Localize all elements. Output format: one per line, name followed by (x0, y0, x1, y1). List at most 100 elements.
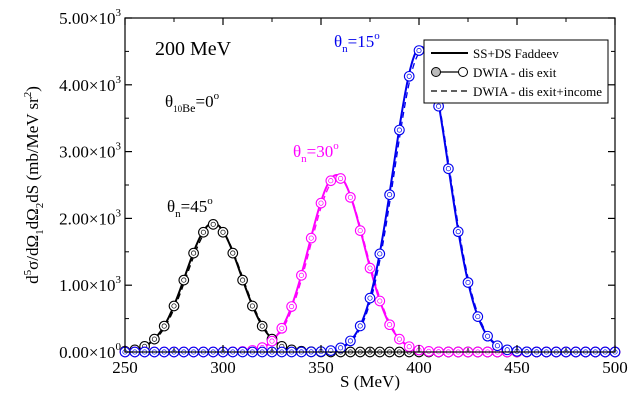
marker-dwia-inner-15 (445, 166, 451, 172)
curve-dwia-income-45 (124, 224, 615, 353)
legend-label-dis-exit: DWIA - dis exit (473, 65, 557, 80)
marker-dwia-inner-15 (357, 323, 363, 329)
marker-dwia-inner-30 (338, 175, 344, 182)
marker-dwia-15 (501, 344, 513, 356)
theta-45-label: θn=45o (167, 195, 213, 220)
marker-dwia-inner-30 (269, 338, 275, 344)
marker-dwia-30 (374, 295, 386, 307)
marker-dwia-30 (335, 173, 346, 184)
marker-dwia-45 (198, 226, 209, 238)
x-axis-label: S (MeV) (340, 372, 400, 391)
y-tick-label-2000: 2.00×103 (59, 207, 121, 228)
marker-dwia-45 (149, 333, 160, 345)
marker-dwia-inner-45 (230, 250, 236, 256)
x-axis-ticks: 250 300 350 400 450 500 (112, 18, 628, 377)
marker-dwia-15 (462, 277, 474, 288)
marker-dwia-inner-45 (210, 221, 216, 227)
marker-dwia-inner-15 (367, 295, 373, 301)
marker-dwia-inner-15 (396, 127, 402, 133)
marker-dwia-inner-30 (289, 303, 295, 310)
marker-dwia-inner-45 (240, 277, 246, 283)
marker-dwia-inner-30 (308, 235, 314, 241)
marker-dwia-inner-45 (181, 277, 187, 283)
marker-dwia-15 (354, 320, 366, 332)
marker-dwia-30 (364, 262, 376, 274)
legend-label-dis-exit-income: DWIA - dis exit+income (473, 84, 602, 99)
legend-label-faddeev: SS+DS Faddeev (473, 46, 559, 61)
x-tick-label-250: 250 (112, 358, 138, 377)
marker-dwia-45 (256, 320, 268, 332)
marker-dwia-15 (403, 70, 415, 82)
marker-dwia-45 (158, 320, 170, 332)
marker-dwia-inner-45 (220, 229, 226, 235)
marker-dwia-inner-45 (161, 323, 167, 329)
marker-dwia-30 (345, 191, 356, 203)
marker-dwia-30 (394, 333, 405, 345)
legend: SS+DS Faddeev DWIA - dis exit DWIA - dis… (423, 39, 609, 104)
marker-dwia-inner-30 (328, 178, 334, 184)
marker-dwia-inner-45 (151, 336, 157, 342)
marker-dwia-inner-15 (475, 314, 481, 320)
marker-dwia-inner-15 (406, 73, 412, 79)
x-tick-label-300: 300 (210, 358, 236, 377)
y-tick-label-5000: 5.00×103 (59, 7, 121, 28)
marker-dwia-15 (364, 292, 376, 304)
y-tick-label-1000: 1.00×103 (59, 274, 121, 295)
marker-dwia-inner-45 (171, 303, 177, 309)
theta-be-annotation: θ10Be=0o (165, 90, 220, 115)
marker-dwia-45 (247, 300, 258, 312)
marker-dwia-inner-45 (249, 303, 255, 309)
marker-dwia-15 (443, 163, 454, 175)
marker-dwia-30 (423, 346, 435, 357)
marker-dwia-30 (354, 225, 366, 236)
marker-dwia-inner-30 (387, 322, 393, 328)
theta-30-label: θn=30o (293, 140, 339, 165)
marker-dwia-45 (237, 274, 248, 286)
marker-dwia-inner-45 (259, 323, 265, 329)
marker-dwia-15 (394, 124, 405, 136)
marker-dwia-30 (315, 197, 327, 209)
marker-dwia-15 (452, 226, 464, 238)
marker-dwia-15 (413, 45, 425, 56)
marker-dwia-45 (178, 274, 190, 286)
marker-dwia-inner-30 (367, 265, 373, 271)
marker-dwia-45 (217, 226, 229, 238)
marker-dwia-15 (492, 340, 503, 352)
marker-dwia-inner-30 (396, 336, 402, 342)
marker-dwia-inner-30 (426, 348, 432, 354)
marker-dwia-inner-30 (357, 228, 363, 234)
marker-dwia-45 (227, 247, 239, 259)
marker-dwia-inner-15 (465, 279, 471, 286)
y-tick-label-0: 0.00×100 (59, 341, 121, 362)
marker-dwia-inner-45 (191, 250, 197, 256)
marker-dwia-inner-15 (485, 333, 491, 339)
marker-dwia-45 (207, 219, 219, 230)
marker-dwia-15 (335, 342, 346, 354)
legend-marker-dis-exit-left (431, 67, 441, 77)
marker-dwia-inner-15 (494, 343, 500, 349)
marker-dwia-inner-15 (338, 345, 344, 351)
marker-dwia-15 (325, 345, 337, 356)
marker-dwia-inner-30 (377, 298, 383, 304)
marker-dwia-15 (374, 248, 386, 260)
marker-dwia-45 (168, 300, 180, 312)
marker-dwia-15 (384, 189, 395, 201)
y-tick-label-3000: 3.00×103 (59, 141, 121, 162)
marker-dwia-30 (305, 232, 317, 244)
marker-dwia-30 (286, 301, 297, 312)
marker-dwia-inner-15 (436, 103, 442, 109)
marker-dwia-inner-30 (279, 325, 285, 331)
marker-dwia-30 (296, 269, 307, 281)
energy-annotation: 200 MeV (155, 38, 232, 60)
theta-15-label: θn=15o (334, 30, 380, 55)
y-tick-label-4000: 4.00×103 (59, 74, 121, 95)
marker-dwia-inner-15 (347, 338, 353, 344)
marker-dwia-15 (482, 330, 493, 342)
marker-dwia-inner-30 (406, 344, 412, 350)
y-axis-label: d5σ/dΩ1dΩ2dS (mb/MeV sr2) (22, 86, 46, 284)
marker-dwia-30 (266, 335, 278, 347)
marker-dwia-45 (188, 247, 199, 259)
marker-dwia-inner-30 (347, 194, 353, 200)
x-tick-label-400: 400 (406, 358, 432, 377)
